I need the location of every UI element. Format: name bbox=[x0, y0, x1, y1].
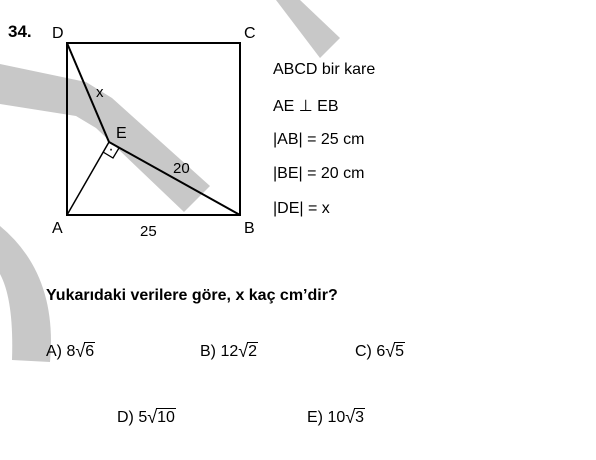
sqrt-symbol: √ bbox=[345, 407, 356, 427]
choice-b[interactable]: B) 12√2 bbox=[200, 340, 259, 361]
segment-ae bbox=[66, 141, 110, 216]
point-label-c: C bbox=[244, 25, 256, 42]
choice-d-label: D) bbox=[117, 409, 134, 426]
given-line-5: |DE| = x bbox=[273, 200, 330, 217]
choice-b-radicand: 2 bbox=[247, 342, 259, 360]
square-abcd bbox=[66, 42, 241, 216]
given-line-2: AE ⊥ EB bbox=[273, 98, 339, 115]
choice-a-coef: 8 bbox=[66, 343, 76, 360]
choice-d-radicand: 10 bbox=[156, 408, 176, 426]
choice-e[interactable]: E) 10√3 bbox=[307, 406, 366, 427]
choice-c-label: C) bbox=[355, 343, 372, 360]
right-angle-mark bbox=[102, 147, 120, 159]
question-number: 34. bbox=[8, 22, 32, 41]
segment-de bbox=[66, 42, 110, 143]
sqrt-symbol: √ bbox=[147, 407, 158, 427]
watermark-stripe-right bbox=[276, 0, 340, 58]
watermark-stripe-left bbox=[0, 64, 210, 212]
sqrt-symbol: √ bbox=[238, 341, 249, 361]
choice-c-coef: 6 bbox=[376, 343, 386, 360]
choice-e-label: E) bbox=[307, 409, 323, 426]
sqrt-symbol: √ bbox=[75, 341, 86, 361]
sqrt-symbol: √ bbox=[385, 341, 396, 361]
given-line-4: |BE| = 20 cm bbox=[273, 165, 365, 182]
question-text: Yukarıdaki verilere göre, x kaç cm’dir? bbox=[46, 287, 338, 304]
choice-b-label: B) bbox=[200, 343, 216, 360]
segment-label-20: 20 bbox=[173, 160, 190, 177]
segment-label-25: 25 bbox=[140, 223, 157, 240]
choice-e-radicand: 3 bbox=[354, 408, 366, 426]
point-label-d: D bbox=[52, 25, 64, 42]
choice-d-coef: 5 bbox=[138, 409, 148, 426]
point-label-e: E bbox=[116, 125, 127, 142]
choice-d[interactable]: D) 5√10 bbox=[117, 406, 176, 427]
point-label-b: B bbox=[244, 220, 255, 237]
choice-a-label: A) bbox=[46, 343, 62, 360]
right-angle-dot: · bbox=[108, 141, 113, 158]
choice-b-coef: 12 bbox=[220, 343, 239, 360]
given-line-1: ABCD bir kare bbox=[273, 61, 376, 78]
segment-eb bbox=[108, 141, 241, 216]
segment-label-x: x bbox=[96, 84, 104, 101]
choice-a[interactable]: A) 8√6 bbox=[46, 340, 96, 361]
choice-a-radicand: 6 bbox=[84, 342, 96, 360]
choice-c[interactable]: C) 6√5 bbox=[355, 340, 406, 361]
choice-c-radicand: 5 bbox=[394, 342, 406, 360]
point-label-a: A bbox=[52, 220, 63, 237]
choice-e-coef: 10 bbox=[327, 409, 346, 426]
watermark-arc bbox=[0, 226, 51, 362]
given-line-3: |AB| = 25 cm bbox=[273, 131, 365, 148]
